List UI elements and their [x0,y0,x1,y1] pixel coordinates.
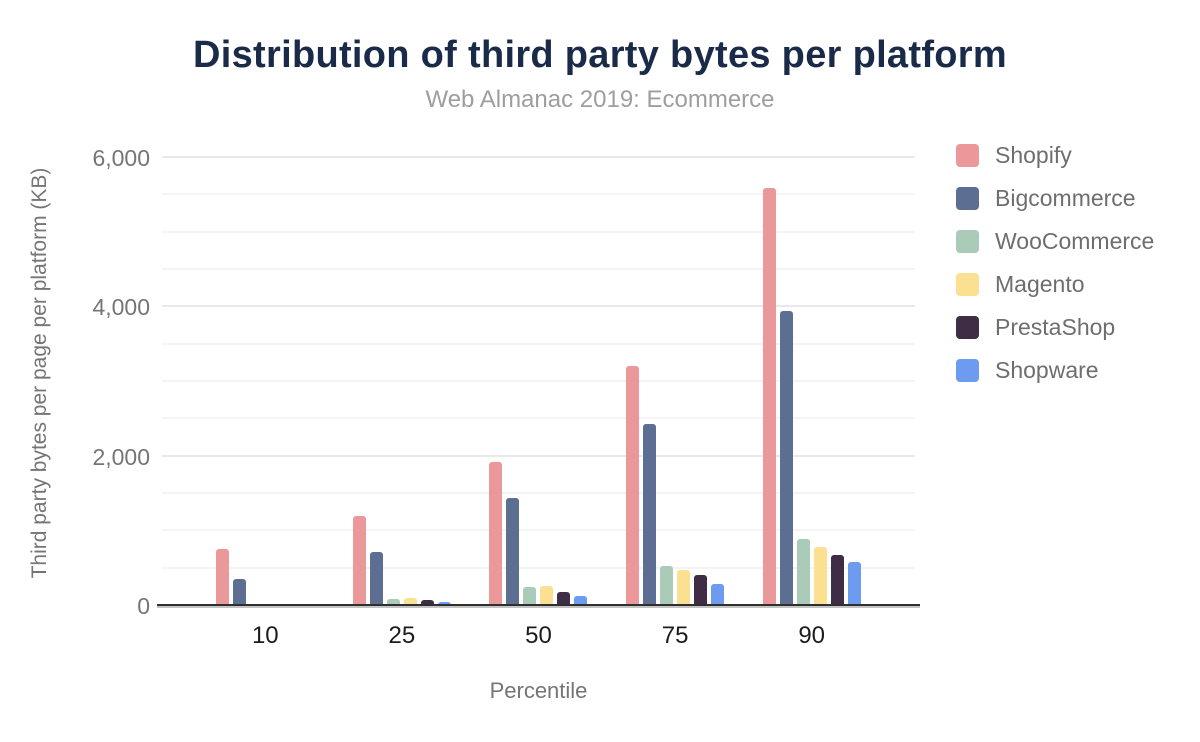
gridline-2500 [162,417,915,420]
bar-bigcommerce-p75[interactable] [643,423,657,606]
legend-item-woocommerce[interactable]: WooCommerce [956,227,1155,254]
x-tick-label-50: 50 [525,622,552,649]
bar-prestashop-p75[interactable] [694,575,708,606]
bar-shopware-p75[interactable] [711,583,725,606]
legend-item-prestashop[interactable]: PrestaShop [956,313,1154,340]
y-axis-ticks: 0 2,000 4,000 6,000 [0,140,150,619]
legend-label-prestashop: PrestaShop [995,313,1116,340]
gridline-1000 [162,529,915,532]
legend-swatch-shopify [956,143,979,167]
bar-bigcommerce-p10[interactable] [233,579,247,606]
gridline-5000 [162,230,915,233]
bar-bigcommerce-p50[interactable] [506,497,520,606]
x-tick-label-75: 75 [661,622,689,649]
y-tick-label-6000: 6,000 [92,144,150,171]
legend-label-shopware: Shopware [995,356,1099,383]
legend-swatch-shopware [956,358,979,382]
bar-bigcommerce-p25[interactable] [369,551,383,606]
bar-magento-p25[interactable] [403,597,417,606]
gridline-500 [162,566,915,569]
legend-swatch-prestashop [956,315,979,339]
gridline-6000 [162,155,915,158]
x-axis-title: Percentile [489,678,588,703]
bar-shopware-p50[interactable] [574,595,588,606]
gridline-1500 [162,491,915,494]
legend-swatch-bigcommerce [956,186,979,210]
bar-group-p50 [470,140,607,606]
legend-item-magento[interactable]: Magento [956,270,1154,297]
legend-swatch-woocommerce [956,229,979,253]
bar-woocommerce-p75[interactable] [660,566,674,606]
bar-shopify-p75[interactable] [626,365,640,606]
x-axis-line [157,604,920,608]
x-tick-label-90: 90 [798,622,826,649]
legend-item-bigcommerce[interactable]: Bigcommerce [956,184,1154,211]
bar-magento-p75[interactable] [677,570,691,606]
bar-shopify-p25[interactable] [352,515,366,606]
legend-label-magento: Magento [995,270,1085,297]
y-tick-label-4000: 4,000 [92,294,150,321]
bar-prestashop-p25[interactable] [420,600,434,606]
bar-prestashop-p50[interactable] [557,591,571,606]
bar-woocommerce-p25[interactable] [386,598,400,606]
bar-prestashop-p90[interactable] [830,555,844,606]
bar-woocommerce-p90[interactable] [796,538,810,606]
bar-group-p90 [743,140,880,606]
bar-shopify-p10[interactable] [216,549,230,606]
bar-magento-p50[interactable] [540,585,554,606]
bar-shopify-p90[interactable] [762,187,776,606]
bar-group-p25 [334,140,471,606]
bar-shopify-p50[interactable] [489,461,503,606]
bar-group-p10 [197,140,334,606]
legend-item-shopify[interactable]: Shopify [956,141,1154,168]
bar-woocommerce-p50[interactable] [523,587,537,606]
gridline-5500 [162,193,915,196]
legend-item-shopware[interactable]: Shopware [956,356,1154,383]
gridline-4000 [162,305,915,308]
x-tick-label-25: 25 [388,622,416,649]
y-tick-label-2000: 2,000 [92,443,150,470]
chart-title: Distribution of third party bytes per pl… [193,34,1007,76]
plot-area [157,140,920,608]
legend-label-woocommerce: WooCommerce [995,227,1155,254]
bar-bigcommerce-p90[interactable] [779,311,793,606]
bar-shopware-p90[interactable] [847,561,861,606]
bar-magento-p90[interactable] [813,547,827,606]
x-axis-ticks: 10 25 50 75 90 [197,622,880,652]
y-tick-label-0: 0 [137,593,150,619]
gridline-3500 [162,342,915,345]
chart-subtitle: Web Almanac 2019: Ecommerce [425,86,775,113]
legend-label-shopify: Shopify [995,141,1072,168]
gridline-4500 [162,267,915,270]
bar-group-p75 [607,140,744,606]
gridline-2000 [162,454,915,457]
bar-groups [197,140,880,606]
legend: Shopify Bigcommerce WooCommerce Magento Pres… [956,141,1155,401]
x-tick-label-10: 10 [251,622,279,649]
gridline-3000 [162,379,915,382]
legend-swatch-magento [956,272,979,296]
legend-label-bigcommerce: Bigcommerce [995,184,1136,211]
